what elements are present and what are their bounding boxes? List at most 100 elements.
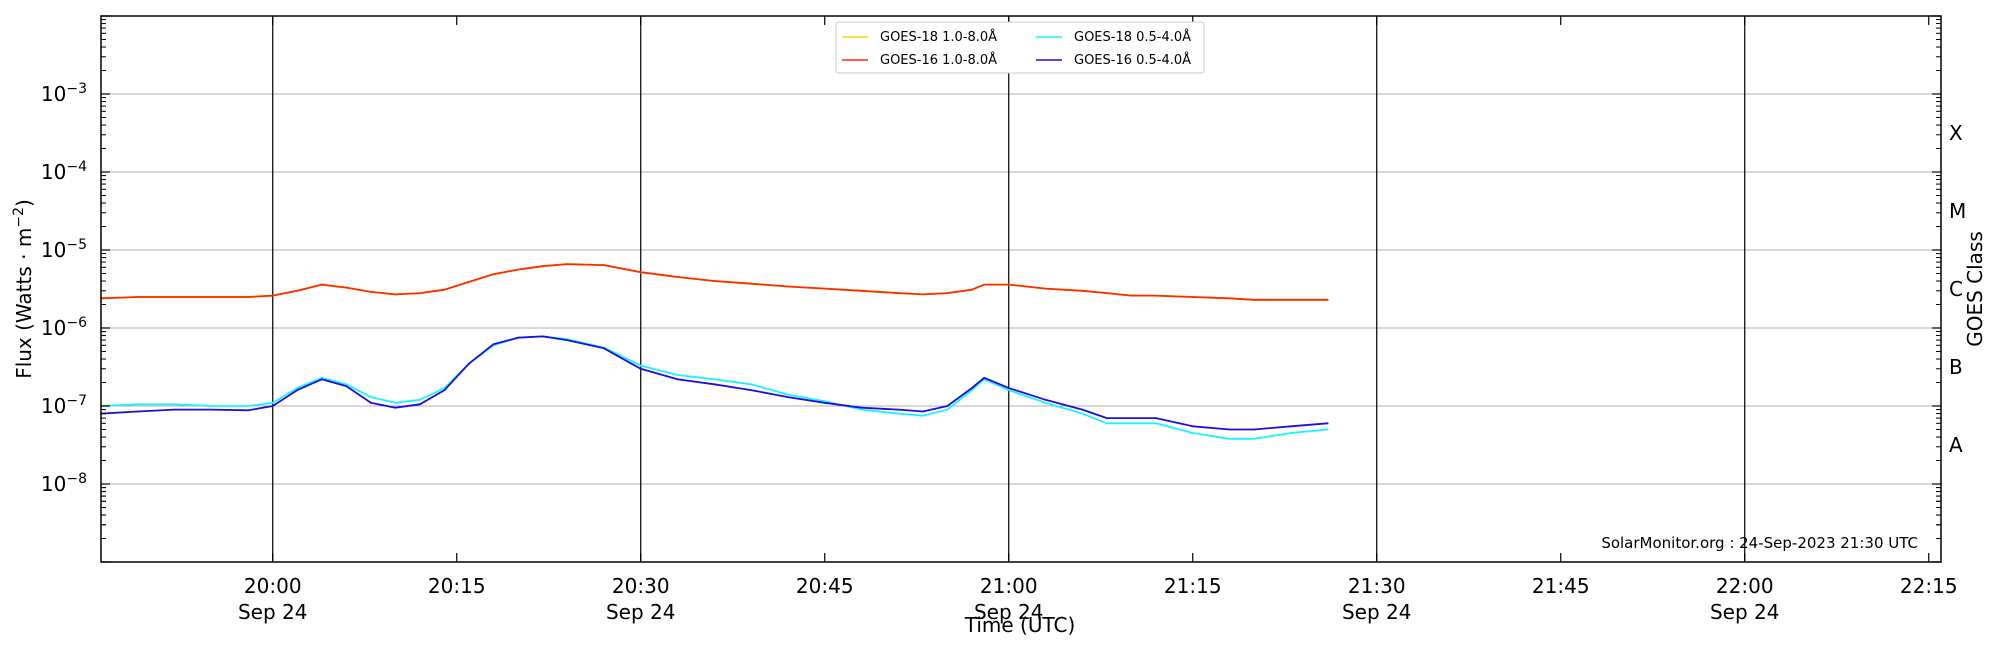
data-point [750, 282, 752, 285]
y-tick-label: 10−5 [41, 237, 87, 262]
data-point [247, 296, 250, 298]
data-point [1326, 422, 1329, 425]
y-tick-labels: 10−8 10−7 10−6 10−5 10−4 10−3 [41, 81, 87, 496]
data-point [603, 347, 605, 350]
data-point [1081, 408, 1084, 411]
series-points [100, 263, 1329, 301]
data-point [676, 378, 679, 381]
data-point [370, 401, 372, 404]
x-axis-title: Time (UTC) [964, 613, 1076, 637]
y-tick-label: 10−4 [41, 159, 87, 184]
data-point [1191, 432, 1194, 434]
data-point [603, 264, 605, 266]
series-line [100, 263, 1328, 301]
data-point [971, 389, 973, 391]
data-point [1253, 298, 1255, 301]
data-point [750, 383, 752, 386]
data-point [823, 287, 826, 290]
data-point [394, 293, 397, 296]
data-point [1155, 422, 1157, 425]
data-point [1326, 428, 1329, 431]
data-point [1130, 422, 1133, 425]
data-point [1106, 422, 1108, 425]
data-point [1290, 432, 1292, 434]
data-point [345, 286, 348, 289]
plot-frame [100, 15, 1942, 563]
data-point [946, 408, 949, 411]
data-point [713, 378, 716, 381]
data-point [1106, 292, 1108, 294]
data-point [1191, 425, 1194, 428]
data-point [443, 389, 446, 391]
data-point [860, 408, 863, 411]
data-point [419, 398, 421, 401]
data-point [419, 292, 421, 294]
data-point [320, 378, 323, 381]
x-tick-label-time: 21:30 [1348, 574, 1406, 598]
data-point [1155, 417, 1157, 419]
series-line [100, 335, 1328, 431]
data-point [136, 410, 139, 413]
data-point [971, 387, 973, 389]
data-point [1130, 294, 1133, 297]
data-point [443, 288, 446, 291]
data-point [946, 292, 949, 294]
goes-class-label: M [1949, 199, 1966, 223]
data-point [345, 385, 348, 387]
data-point [639, 367, 642, 370]
legend-label-goes16-short: GOES-16 0.5-4.0Å [1074, 52, 1191, 68]
x-tick-label-time: 21:45 [1532, 574, 1590, 598]
data-point [713, 280, 716, 282]
goes-class-labels: A B C M X [1949, 121, 1966, 457]
data-point [370, 396, 372, 398]
data-point [1326, 298, 1329, 301]
y-tick-label: 10−7 [41, 393, 87, 418]
x-tick-label-time: 22:00 [1716, 574, 1774, 598]
data-point [271, 294, 274, 297]
x-tick-label-time: 20:30 [612, 574, 670, 598]
goes-class-label: X [1949, 121, 1963, 145]
data-point [1007, 387, 1010, 389]
y-tick-label: 10−6 [41, 315, 87, 340]
data-point [271, 405, 274, 407]
data-point [173, 296, 176, 298]
x-tick-label-date: Sep 24 [974, 600, 1044, 624]
data-point [296, 289, 299, 292]
data-point [271, 401, 274, 404]
data-point [922, 293, 924, 296]
data-point [1228, 428, 1231, 431]
y-axis-title-exp: −2 [11, 207, 27, 228]
data-point [492, 273, 495, 276]
data-point [468, 281, 470, 283]
data-point [320, 283, 323, 286]
data-point [922, 410, 924, 413]
data-point [946, 405, 949, 407]
data-point [566, 263, 568, 265]
data-point [1253, 437, 1255, 440]
x-tick-label-date: Sep 24 [1710, 600, 1780, 624]
goes-class-label: B [1949, 355, 1963, 379]
legend-box [835, 21, 1205, 74]
data-point [296, 387, 299, 389]
legend-label-goes18-short: GOES-18 0.5-4.0Å [1074, 29, 1191, 45]
data-point [210, 408, 213, 411]
data-point [1007, 283, 1010, 286]
right-axis-title: GOES Class [1963, 231, 1987, 347]
data-point [247, 409, 250, 412]
data-point [1155, 294, 1157, 297]
data-point [419, 403, 421, 406]
goes-class-label: A [1949, 433, 1963, 457]
data-point [983, 376, 986, 379]
data-point [860, 406, 863, 409]
data-point [639, 271, 642, 274]
data-point [1106, 417, 1108, 419]
data-point [320, 376, 323, 379]
data-point [1191, 296, 1194, 298]
data-point [971, 288, 973, 291]
data-point [897, 412, 900, 415]
data-point [394, 401, 397, 404]
x-tick-label-time: 20:45 [796, 574, 854, 598]
data-point [492, 343, 495, 346]
x-tick-label-date: Sep 24 [238, 600, 308, 624]
data-point [517, 336, 519, 339]
